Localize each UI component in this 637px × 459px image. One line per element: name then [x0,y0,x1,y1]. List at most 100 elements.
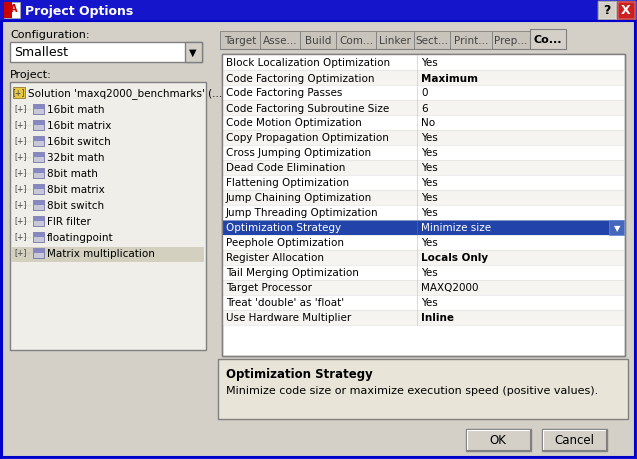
Bar [336,32,376,50]
Bar [450,32,492,50]
Text: [+]: [+] [14,247,26,257]
Text: Co...: Co... [534,35,562,45]
Text: Minimize code size or maximize execution speed (positive values).: Minimize code size or maximize execution… [226,385,598,395]
Text: Yes: Yes [421,163,438,173]
Bar [223,295,624,310]
Bar [223,251,624,265]
Bar [530,30,566,50]
Text: Build: Build [305,36,331,46]
Text: Matrix multiplication: Matrix multiplication [47,248,155,258]
Text: [+]: [+] [12,88,24,97]
Text: Inline: Inline [421,313,454,323]
Text: Yes: Yes [421,298,438,308]
Text: Com...: Com... [339,36,373,46]
Bar [33,168,44,179]
Bar [33,137,44,147]
Bar [218,359,628,419]
Text: Locals Only: Locals Only [421,253,488,263]
Text: [+]: [+] [14,104,26,113]
Bar [33,168,44,174]
Text: Copy Propagation Optimization: Copy Propagation Optimization [226,133,389,143]
Text: 6: 6 [421,103,427,113]
Text: Flattening Optimization: Flattening Optimization [226,178,349,188]
Bar [13,88,25,99]
Text: 0: 0 [421,88,427,98]
Bar [33,153,44,162]
Bar [33,185,44,195]
Bar [220,32,260,50]
Bar [223,161,624,176]
Text: [+]: [+] [14,151,26,161]
Text: Linker: Linker [379,36,411,46]
Text: Prep...: Prep... [494,36,527,46]
Bar [10,83,206,350]
Text: [+]: [+] [14,168,26,177]
Bar [223,235,624,251]
Text: Code Motion Optimization: Code Motion Optimization [226,118,362,128]
Bar [223,176,624,190]
Text: Code Factoring Optimization: Code Factoring Optimization [226,73,375,84]
Text: floatingpoint: floatingpoint [47,233,113,242]
Text: Yes: Yes [421,178,438,188]
Text: Minimize size: Minimize size [421,223,491,233]
Bar [300,32,336,50]
Text: FIR filter: FIR filter [47,217,91,226]
Text: Yes: Yes [421,268,438,278]
Bar [33,217,44,222]
Bar [0,0,637,22]
Bar [222,55,625,356]
Bar [598,2,616,20]
Text: Register Allocation: Register Allocation [226,253,324,263]
Text: MAXQ2000: MAXQ2000 [421,283,478,293]
Bar [185,43,202,63]
Bar [33,248,44,258]
Text: [+]: [+] [14,136,26,145]
Text: OK: OK [490,434,506,447]
Bar [223,190,624,206]
Bar [33,137,44,142]
Text: Optimization Strategy: Optimization Strategy [226,223,341,233]
Text: [+]: [+] [14,200,26,208]
Text: Project Options: Project Options [25,5,133,17]
Bar [223,131,624,146]
Bar [10,43,202,63]
Text: 8bit switch: 8bit switch [47,201,104,211]
Bar [33,121,44,131]
Text: Peephole Optimization: Peephole Optimization [226,238,344,248]
Text: [+]: [+] [14,120,26,129]
Text: Use Hardware Multiplier: Use Hardware Multiplier [226,313,351,323]
Text: [+]: [+] [14,216,26,224]
Bar [223,220,624,235]
Bar [223,101,624,116]
Bar [33,105,44,115]
Bar [617,2,635,20]
Text: Target: Target [224,36,256,46]
Bar [414,32,450,50]
Bar [617,2,635,20]
Text: X: X [621,5,631,17]
Text: Dead Code Elimination: Dead Code Elimination [226,163,345,173]
Bar [33,201,44,206]
Text: ?: ? [603,5,611,17]
Bar [492,32,530,50]
Bar [222,55,625,356]
Bar [223,265,624,280]
Text: Project:: Project: [10,70,52,80]
Text: Yes: Yes [421,148,438,158]
Text: Block Localization Optimization: Block Localization Optimization [226,58,390,68]
Bar [466,429,531,451]
Text: 16bit switch: 16bit switch [47,137,111,147]
Text: [+]: [+] [14,231,26,241]
Bar [223,206,624,220]
Text: Configuration:: Configuration: [10,30,90,40]
Text: [+]: [+] [14,184,26,193]
Text: 32bit math: 32bit math [47,153,104,162]
Text: Solution 'maxq2000_benchmarks' (...: Solution 'maxq2000_benchmarks' (... [28,88,222,99]
Text: ▼: ▼ [614,224,620,233]
Bar [33,233,44,242]
Bar [33,105,44,110]
Text: 16bit math: 16bit math [47,105,104,115]
Text: A: A [10,4,17,14]
Text: R: R [5,4,13,14]
Bar [609,220,624,235]
